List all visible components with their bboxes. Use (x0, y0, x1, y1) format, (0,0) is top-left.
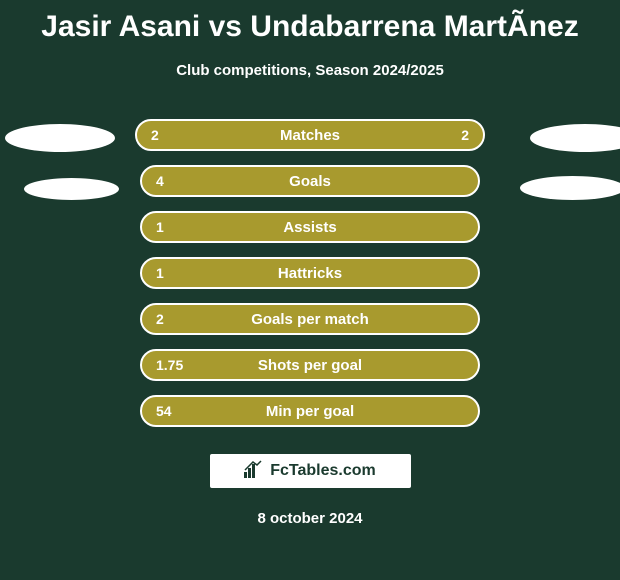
stat-right-value: 2 (461, 127, 469, 143)
brand-text: FcTables.com (270, 462, 376, 480)
stat-row-goals-per-match: 2 Goals per match (140, 303, 480, 335)
stats-container: 2 Matches 2 4 Goals 1 Assists 1 Hattrick… (135, 119, 485, 427)
stat-row-hattricks: 1 Hattricks (140, 257, 480, 289)
stat-left-value: 2 (156, 311, 164, 327)
stat-row-matches: 2 Matches 2 (135, 119, 485, 151)
stat-left-value: 1 (156, 265, 164, 281)
stat-left-value: 1.75 (156, 357, 183, 373)
stat-label: Hattricks (142, 265, 478, 282)
stat-label: Assists (142, 219, 478, 236)
comparison-subtitle: Club competitions, Season 2024/2025 (0, 62, 620, 79)
brand-box: FcTables.com (208, 452, 413, 490)
stat-label: Min per goal (142, 403, 478, 420)
decorative-ellipse-right-bottom (520, 176, 620, 200)
stat-row-goals: 4 Goals (140, 165, 480, 197)
stat-left-value: 54 (156, 403, 172, 419)
decorative-ellipse-left-bottom (24, 178, 119, 200)
decorative-ellipse-right-top (530, 124, 620, 152)
stat-row-min-per-goal: 54 Min per goal (140, 395, 480, 427)
chart-icon (244, 460, 264, 483)
stat-left-value: 4 (156, 173, 164, 189)
stat-label: Goals per match (142, 311, 478, 328)
decorative-ellipse-left-top (5, 124, 115, 152)
comparison-title: Jasir Asani vs Undabarrena MartÃ­nez (0, 0, 620, 44)
stat-left-value: 2 (151, 127, 159, 143)
stat-left-value: 1 (156, 219, 164, 235)
stat-row-assists: 1 Assists (140, 211, 480, 243)
stat-label: Matches (137, 127, 483, 144)
stat-row-shots-per-goal: 1.75 Shots per goal (140, 349, 480, 381)
stat-label: Shots per goal (142, 357, 478, 374)
date-text: 8 october 2024 (0, 510, 620, 527)
stat-label: Goals (142, 173, 478, 190)
